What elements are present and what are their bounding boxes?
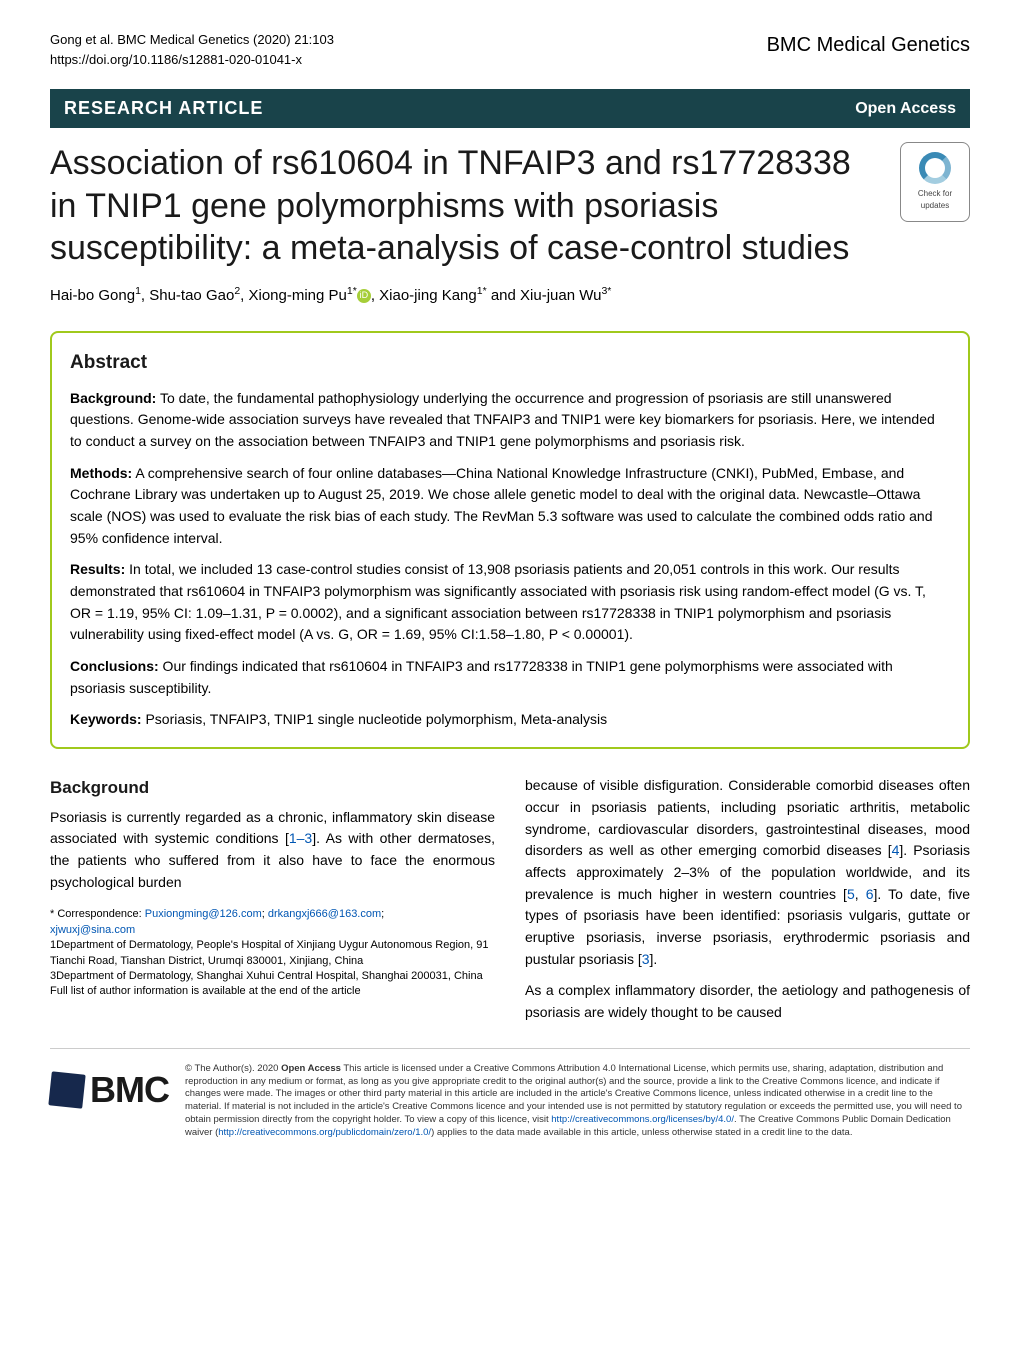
email-link-3[interactable]: xjwuxj@sina.com xyxy=(50,924,135,936)
abstract-conclusions: Conclusions: Our findings indicated that… xyxy=(70,656,950,699)
journal-name: BMC Medical Genetics xyxy=(767,30,970,60)
check-updates-icon xyxy=(919,152,951,184)
abstract-results: Results: In total, we included 13 case-c… xyxy=(70,559,950,646)
abstract-background: Background: To date, the fundamental pat… xyxy=(70,388,950,453)
abstract-heading: Abstract xyxy=(70,349,950,378)
citation-line1: Gong et al. BMC Medical Genetics (2020) … xyxy=(50,30,767,50)
title-row: Association of rs610604 in TNFAIP3 and r… xyxy=(50,142,970,270)
check-updates-badge[interactable]: Check for updates xyxy=(900,142,970,222)
abstract-methods: Methods: A comprehensive search of four … xyxy=(70,463,950,550)
open-access-label: Open Access xyxy=(855,97,956,121)
bmc-text: BMC xyxy=(90,1063,169,1117)
footer: BMC © The Author(s). 2020 Open Access Th… xyxy=(50,1048,970,1140)
ref-link-6[interactable]: 6 xyxy=(866,886,874,902)
check-updates-text1: Check for xyxy=(918,188,952,200)
methods-text: A comprehensive search of four online da… xyxy=(70,465,933,546)
bmc-square-icon xyxy=(48,1071,85,1108)
correspondence-line: xjwuxj@sina.com xyxy=(50,923,495,938)
conclusions-text: Our findings indicated that rs610604 in … xyxy=(70,658,893,696)
ref-link-4[interactable]: 4 xyxy=(892,842,900,858)
results-label: Results: xyxy=(70,561,125,577)
affiliation-3: 3Department of Dermatology, Shanghai Xuh… xyxy=(50,969,495,984)
citation: Gong et al. BMC Medical Genetics (2020) … xyxy=(50,30,767,69)
ref-link-1-3[interactable]: 1–3 xyxy=(289,830,312,846)
methods-label: Methods: xyxy=(70,465,132,481)
correspondence-block: * Correspondence: Puxiongming@126.com; d… xyxy=(50,907,495,999)
keywords-text: Psoriasis, TNFAIP3, TNIP1 single nucleot… xyxy=(142,711,608,727)
cc-waiver-link[interactable]: http://creativecommons.org/publicdomain/… xyxy=(218,1127,431,1138)
check-updates-text2: updates xyxy=(921,200,949,212)
results-text: In total, we included 13 case-control st… xyxy=(70,561,926,642)
affiliation-note: Full list of author information is avail… xyxy=(50,984,495,999)
abstract-box: Abstract Background: To date, the fundam… xyxy=(50,331,970,749)
body-columns: Background Psoriasis is currently regard… xyxy=(50,775,970,1024)
citation-doi: https://doi.org/10.1186/s12881-020-01041… xyxy=(50,50,767,70)
correspondence-line: * Correspondence: Puxiongming@126.com; d… xyxy=(50,907,495,922)
affiliation-1: 1Department of Dermatology, People's Hos… xyxy=(50,938,495,969)
header: Gong et al. BMC Medical Genetics (2020) … xyxy=(50,30,970,69)
abstract-keywords: Keywords: Psoriasis, TNFAIP3, TNIP1 sing… xyxy=(70,709,950,731)
license-text: © The Author(s). 2020 Open Access This a… xyxy=(185,1063,970,1140)
left-column: Background Psoriasis is currently regard… xyxy=(50,775,495,1024)
article-type-label: RESEARCH ARTICLE xyxy=(64,95,263,122)
bmc-logo: BMC xyxy=(50,1063,169,1117)
background-heading: Background xyxy=(50,775,495,801)
right-paragraph-2: As a complex inflammatory disorder, the … xyxy=(525,980,970,1023)
email-link-2[interactable]: drkangxj666@163.com xyxy=(268,908,381,920)
keywords-label: Keywords: xyxy=(70,711,142,727)
ref-link-5[interactable]: 5 xyxy=(847,886,855,902)
article-title: Association of rs610604 in TNFAIP3 and r… xyxy=(50,142,884,270)
background-text: To date, the fundamental pathophysiology… xyxy=(70,390,935,449)
background-label: Background: xyxy=(70,390,156,406)
right-paragraph-1: because of visible disfiguration. Consid… xyxy=(525,775,970,970)
ref-link-3[interactable]: 3 xyxy=(642,951,650,967)
conclusions-label: Conclusions: xyxy=(70,658,159,674)
article-type-bar: RESEARCH ARTICLE Open Access xyxy=(50,89,970,128)
cc-license-link[interactable]: http://creativecommons.org/licenses/by/4… xyxy=(551,1114,734,1125)
authors: Hai-bo Gong1, Shu-tao Gao2, Xiong-ming P… xyxy=(50,284,970,308)
email-link-1[interactable]: Puxiongming@126.com xyxy=(145,908,262,920)
orcid-icon[interactable]: iD xyxy=(357,289,371,303)
background-paragraph: Psoriasis is currently regarded as a chr… xyxy=(50,807,495,894)
right-column: because of visible disfiguration. Consid… xyxy=(525,775,970,1024)
